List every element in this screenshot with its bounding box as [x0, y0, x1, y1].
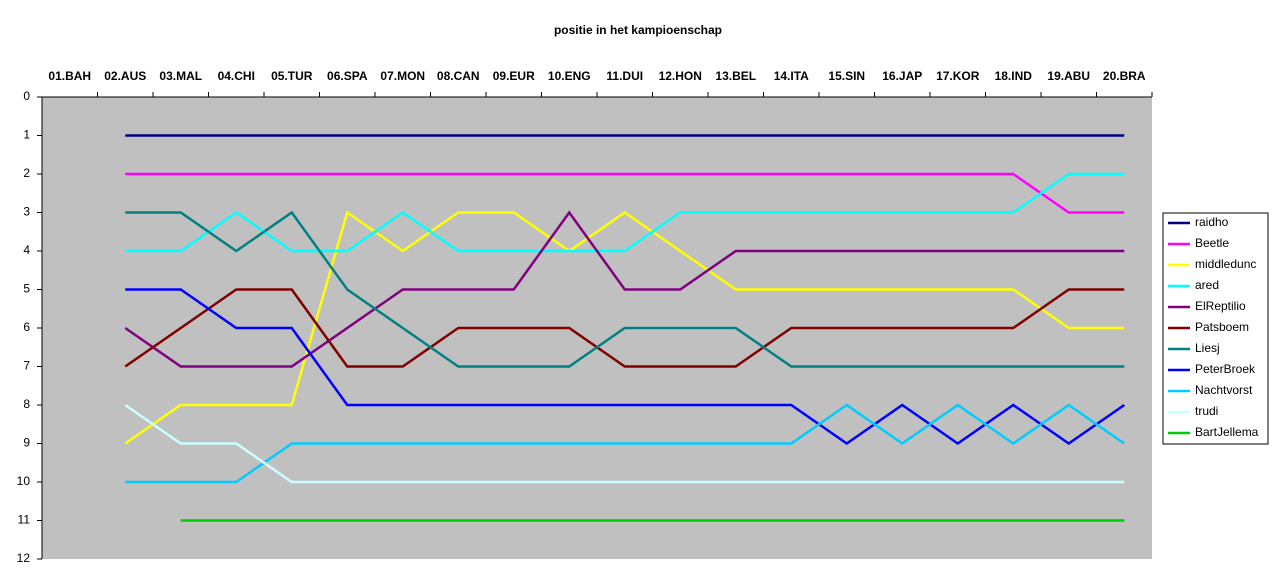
x-tick-label: 02.AUS: [104, 69, 146, 83]
chart-title: positie in het kampioenschap: [554, 23, 722, 37]
series-line: [125, 172, 1125, 253]
y-tick-label: 12: [17, 551, 31, 565]
series-line: [124, 288, 1125, 368]
x-tick-label: 12.HON: [659, 69, 702, 83]
series-line: [125, 403, 1125, 484]
y-tick-label: 11: [18, 513, 31, 527]
x-tick-label: 15.SIN: [828, 69, 865, 83]
legend-label: Nachtvorst: [1195, 383, 1253, 397]
x-tick-label: 06.SPA: [327, 69, 368, 83]
x-tick-label: 07.MON: [380, 69, 425, 83]
series-line: [125, 172, 1125, 214]
x-tick-label: 13.BEL: [715, 69, 756, 83]
x-tick-label: 20.BRA: [1103, 69, 1146, 83]
x-tick-label: 08.CAN: [437, 69, 480, 83]
legend-label: trudi: [1195, 404, 1218, 418]
y-tick-label: 9: [23, 436, 30, 450]
legend-label: Patsboem: [1195, 320, 1249, 334]
x-tick-label: 05.TUR: [271, 69, 313, 83]
x-tick-label: 09.EUR: [493, 69, 535, 83]
y-tick-label: 0: [23, 89, 30, 103]
legend-label: BartJellema: [1195, 425, 1259, 439]
x-tick-label: 04.CHI: [218, 69, 255, 83]
series-line: [124, 210, 1125, 368]
series-line: [125, 288, 1125, 446]
y-tick-label: 6: [23, 320, 30, 334]
x-tick-label: 11.DUI: [606, 69, 643, 83]
series-line: [124, 210, 1125, 445]
x-tick-label: 03.MAL: [159, 69, 202, 83]
y-tick-label: 1: [23, 128, 30, 142]
legend-label: middledunc: [1195, 257, 1256, 271]
y-tick-label: 7: [23, 359, 30, 373]
x-tick-label: 17.KOR: [936, 69, 980, 83]
x-tick-label: 16.JAP: [882, 69, 922, 83]
y-tick-label: 10: [17, 474, 31, 488]
x-tick-label: 14.ITA: [774, 69, 809, 83]
x-tick-label: 19.ABU: [1047, 69, 1090, 83]
y-tick-label: 2: [23, 166, 30, 180]
legend-label: Beetle: [1195, 236, 1229, 250]
x-tick-label: 18.IND: [995, 69, 1033, 83]
legend-label: ElReptilio: [1195, 299, 1246, 313]
legend-label: Liesj: [1195, 341, 1220, 355]
y-tick-label: 8: [23, 397, 30, 411]
y-tick-label: 4: [23, 243, 30, 257]
x-tick-label: 10.ENG: [548, 69, 591, 83]
series-line: [124, 403, 1125, 484]
series-line: [125, 210, 1125, 368]
y-tick-label: 5: [23, 282, 30, 296]
x-tick-label: 01.BAH: [48, 69, 91, 83]
legend-label: raidho: [1195, 215, 1229, 229]
legend-label: ared: [1195, 278, 1219, 292]
legend-label: PeterBroek: [1195, 362, 1256, 376]
y-tick-label: 3: [23, 205, 30, 219]
